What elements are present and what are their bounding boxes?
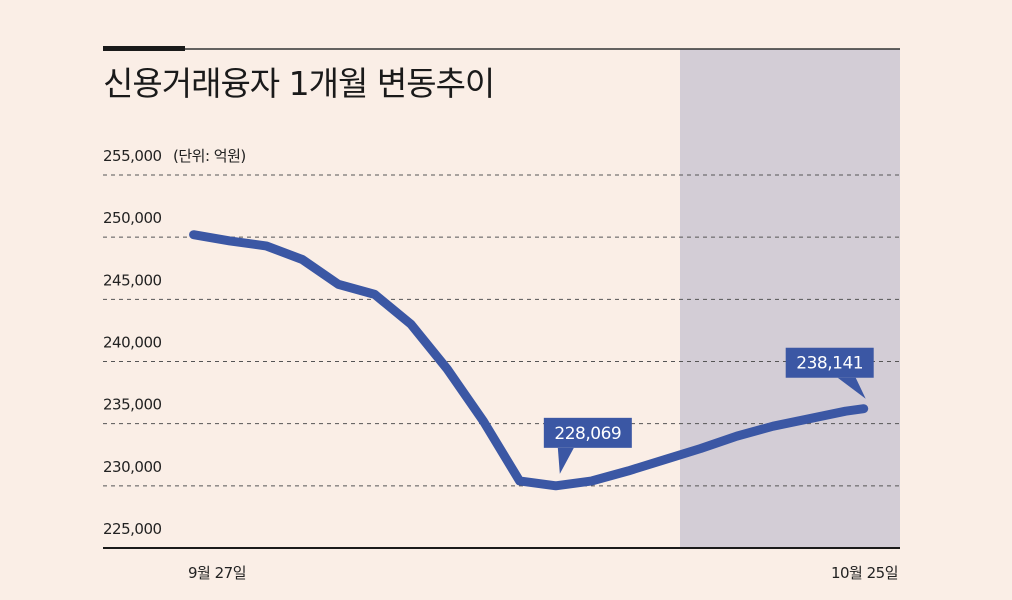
unit-label: (단위: 억원) [173, 147, 246, 165]
y-tick-label: 230,000 [103, 458, 162, 476]
callout-pointer [557, 447, 574, 474]
shaded-period [680, 49, 900, 548]
y-tick-label: 245,000 [103, 271, 162, 289]
y-tick-label: 250,000 [103, 209, 162, 227]
callouts-layer: 228,069 238,141 [543, 347, 874, 474]
y-axis-ticks: 255,000 250,000 245,000 240,000 235,000 230,0… [103, 147, 162, 538]
callout-box [543, 417, 632, 448]
callout-label: 228,069 [554, 424, 621, 444]
x-label-end: 10월 25일 [831, 564, 898, 582]
y-tick-label: 255,000 [103, 147, 162, 165]
y-tick-label: 225,000 [103, 520, 162, 538]
x-label-start: 9월 27일 [188, 564, 246, 582]
title-accent-bar [103, 46, 185, 51]
y-tick-label: 235,000 [103, 396, 162, 414]
y-tick-label: 240,000 [103, 334, 162, 352]
callout-box [785, 347, 874, 378]
series-line [189, 230, 869, 491]
callout-pointer [837, 377, 866, 399]
chart-title: 신용거래융자 1개월 변동추이 [103, 64, 494, 103]
series-layer [189, 230, 869, 491]
callout-label: 238,141 [796, 354, 863, 374]
